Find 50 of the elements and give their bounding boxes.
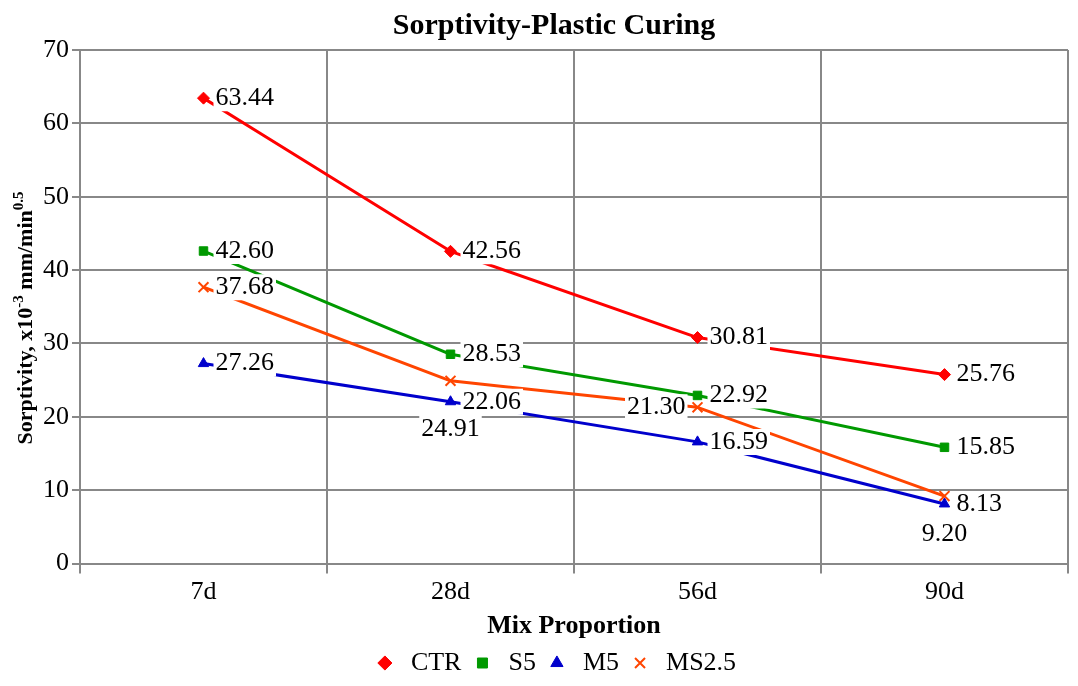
data-label: 24.91: [421, 412, 480, 442]
data-label: 22.92: [709, 379, 768, 409]
point: [938, 497, 951, 508]
point: [691, 331, 704, 345]
data-label: 25.76: [956, 358, 1015, 388]
y-tick-label: 60: [43, 107, 69, 137]
point: [691, 435, 704, 446]
data-label: 30.81: [709, 321, 768, 351]
point: [938, 368, 951, 382]
y-tick-label: 0: [56, 547, 69, 577]
point: [197, 281, 210, 294]
y-tick-label: 30: [43, 327, 69, 357]
point: [198, 246, 209, 256]
legend-label: MS2.5: [666, 646, 737, 676]
legend-label: CTR: [410, 646, 463, 676]
y-tick-label: 50: [43, 180, 69, 210]
data-label: 8.13: [956, 487, 1002, 517]
point: [444, 395, 457, 406]
data-label: 21.30: [627, 391, 686, 421]
data-label: 27.26: [215, 347, 274, 377]
y-tick-label: 10: [43, 474, 69, 504]
point: [197, 91, 210, 105]
x-axis-title: Mix Proportion: [487, 610, 662, 640]
data-label: 16.59: [709, 425, 768, 455]
chart-title: Sorptivity-Plastic Curing: [392, 6, 716, 40]
x-tick-label: 28d: [431, 576, 470, 606]
point: [692, 390, 703, 401]
data-label: 37.68: [215, 270, 274, 300]
x-tick-label: 7d: [190, 576, 217, 606]
point: [445, 349, 456, 360]
legend-label: S5: [508, 646, 536, 676]
y-tick-label: 40: [43, 253, 69, 283]
point: [938, 490, 951, 503]
legend-label: M5: [582, 646, 620, 676]
point: [939, 442, 950, 453]
data-label: 63.44: [215, 81, 274, 111]
point: [444, 244, 457, 258]
data-label: 15.85: [956, 431, 1015, 461]
y-tick-label: 20: [43, 400, 69, 430]
data-label: 22.06: [462, 385, 521, 415]
data-label: 42.60: [215, 234, 274, 264]
point: [197, 357, 210, 368]
data-label: 42.56: [462, 235, 521, 265]
y-tick-label: 70: [43, 33, 69, 63]
point: [691, 401, 704, 414]
x-tick-label: 56d: [678, 576, 717, 606]
x-tick-label: 90d: [925, 576, 964, 606]
point: [444, 374, 457, 387]
data-label: 28.53: [462, 338, 521, 368]
data-label: 9.20: [921, 517, 968, 547]
